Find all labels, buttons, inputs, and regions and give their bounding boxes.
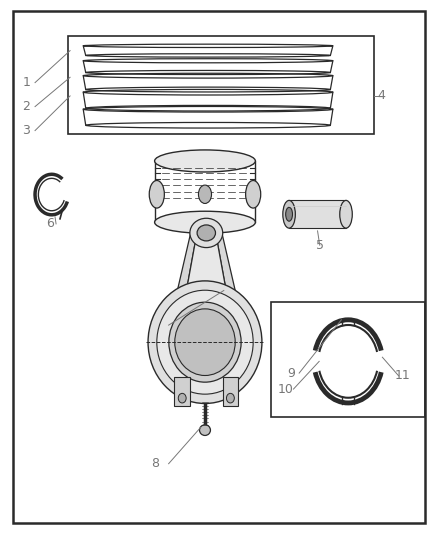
Polygon shape [177, 222, 198, 297]
Bar [68, 36, 374, 134]
Text: 1: 1 [22, 76, 30, 89]
Polygon shape [185, 225, 227, 297]
Ellipse shape [149, 181, 164, 208]
Ellipse shape [175, 309, 235, 375]
Text: 5: 5 [316, 239, 324, 252]
Ellipse shape [283, 200, 295, 228]
Ellipse shape [169, 302, 241, 382]
Bar [174, 377, 190, 406]
Ellipse shape [197, 225, 215, 241]
Text: 9: 9 [287, 367, 295, 379]
Text: 4: 4 [377, 90, 385, 102]
Text: 2: 2 [22, 100, 30, 113]
Ellipse shape [226, 393, 234, 403]
Ellipse shape [190, 219, 223, 248]
Bar [223, 377, 238, 406]
Text: 6: 6 [46, 217, 54, 230]
Ellipse shape [246, 181, 261, 208]
Text: 10: 10 [278, 383, 293, 395]
Bar [271, 302, 425, 417]
Ellipse shape [155, 211, 255, 233]
Ellipse shape [340, 200, 352, 228]
Ellipse shape [155, 150, 255, 172]
Text: 8: 8 [152, 457, 159, 470]
Text: 7: 7 [152, 319, 159, 332]
Ellipse shape [286, 207, 293, 221]
Bar [289, 200, 346, 228]
Ellipse shape [148, 281, 262, 403]
Polygon shape [214, 222, 236, 297]
Text: 3: 3 [22, 124, 30, 137]
Text: 11: 11 [395, 369, 411, 382]
Ellipse shape [198, 185, 212, 204]
Ellipse shape [157, 290, 253, 394]
Ellipse shape [200, 425, 210, 435]
Ellipse shape [178, 393, 186, 403]
